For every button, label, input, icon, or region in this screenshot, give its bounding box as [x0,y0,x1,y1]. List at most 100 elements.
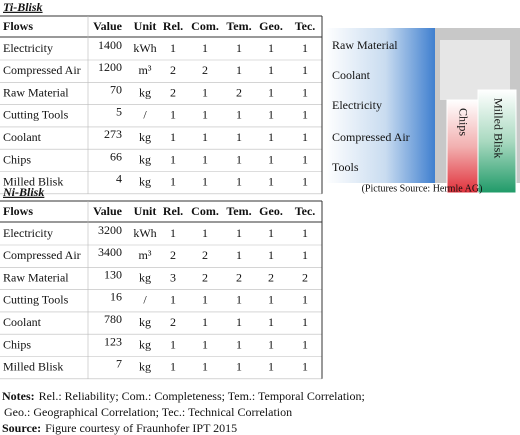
cell: 1 [236,248,242,262]
cell: 1 [170,152,176,166]
cell: 2 [236,270,242,284]
cell: 1 [170,360,176,374]
cell: 5 [116,105,122,119]
cell: 1 [268,226,274,240]
cell: 1 [268,248,274,262]
cell: 1400 [98,38,122,52]
cell: 2 [202,248,208,262]
cell: 66 [110,149,122,163]
cell: 2 [202,63,208,77]
column-header: Com. [191,19,219,33]
cell: 1 [202,337,208,351]
cell: 3 [170,270,176,284]
flow-name: Compressed Air [3,248,81,262]
cell: 1 [268,152,274,166]
cell: 1 [170,108,176,122]
input-label: Electricity [332,98,382,112]
cell: 1 [236,175,242,189]
column-header: Value [93,19,123,33]
cell: 1 [202,293,208,307]
output-label: Milled Blisk [491,98,505,158]
cell: kg [139,315,151,329]
cell: 7 [116,357,122,371]
column-header: Tem. [226,204,251,218]
cell: 1 [302,41,308,55]
notes-label: Notes: [2,389,35,403]
input-label: Raw Material [332,38,398,52]
cell: 1 [268,63,274,77]
cell: 16 [110,290,122,304]
column-header: Flows [3,19,33,33]
cell: kg [139,270,151,284]
cell: kWh [133,41,156,55]
flow-name: Chips [3,337,31,351]
cell: 1 [302,226,308,240]
input-label: Coolant [332,68,371,82]
cell: 2 [202,270,208,284]
cell: 1 [268,360,274,374]
cell: 130 [104,267,122,281]
cell: 1 [236,41,242,55]
cell: 1 [202,315,208,329]
figure-caption: (Pictures Source: Hermle AG) [362,183,483,194]
cell: 1 [302,85,308,99]
notes: Geo.: Geographical Correlation; Tec.: Te… [4,405,292,419]
cell: 1 [236,152,242,166]
blisk-box [477,89,517,194]
cell: 1 [202,152,208,166]
cell: 1 [170,293,176,307]
cell: 1 [302,175,308,189]
cell: 1 [202,85,208,99]
column-header: Value [93,204,123,218]
cell: kg [139,85,151,99]
cell: 1 [236,337,242,351]
cell: kg [139,337,151,351]
cell: 1 [236,360,242,374]
cell: 4 [116,172,122,186]
cell: 1 [302,337,308,351]
cell: 1 [302,130,308,144]
column-header: Flows [3,204,33,218]
cell: 1 [170,226,176,240]
input-box [325,28,435,183]
column-header: Rel. [163,19,183,33]
cell: 1 [268,337,274,351]
cell: 1 [202,226,208,240]
cell: 1 [268,175,274,189]
cell: 1 [170,337,176,351]
notes-line: Rel.: Reliability; Com.: Completeness; T… [39,389,365,403]
cell: / [143,108,147,122]
chips-box [446,99,479,194]
flow-name: Cutting Tools [3,108,69,122]
notes: Notes: Rel.: Reliability; Com.: Completen… [2,389,365,403]
cell: 1 [236,63,242,77]
cell: 2 [170,248,176,262]
cell: 2 [170,315,176,329]
flow-name: Electricity [3,226,53,240]
flow-name: Milled Blisk [3,360,63,374]
column-header: Rel. [163,204,183,218]
cell: 1 [268,85,274,99]
cell: 1 [302,108,308,122]
cell: 2 [170,85,176,99]
column-header: Tem. [226,19,251,33]
cell: 1 [170,175,176,189]
source: Source: Figure courtesy of Fraunhofer IPT… [2,421,237,435]
cell: 1 [202,108,208,122]
tables: Ti-Blisk Flows Value Unit Rel. Com. Tem. Geo. Te… [0,0,323,380]
output-label: Chips [456,108,470,136]
input-label: Tools [332,160,359,174]
cell: 2 [170,63,176,77]
flow-name: Cutting Tools [3,293,69,307]
cell: 1 [268,315,274,329]
cell: 1 [236,293,242,307]
input-label: Compressed Air [332,130,410,144]
table-title: Ni-Blisk [2,185,44,199]
cell: 1 [236,130,242,144]
column-header: Geo. [259,204,283,218]
flow-name: Coolant [3,315,42,329]
cell: kg [139,360,151,374]
cell: kg [139,152,151,166]
column-header: Tec. [295,204,316,218]
